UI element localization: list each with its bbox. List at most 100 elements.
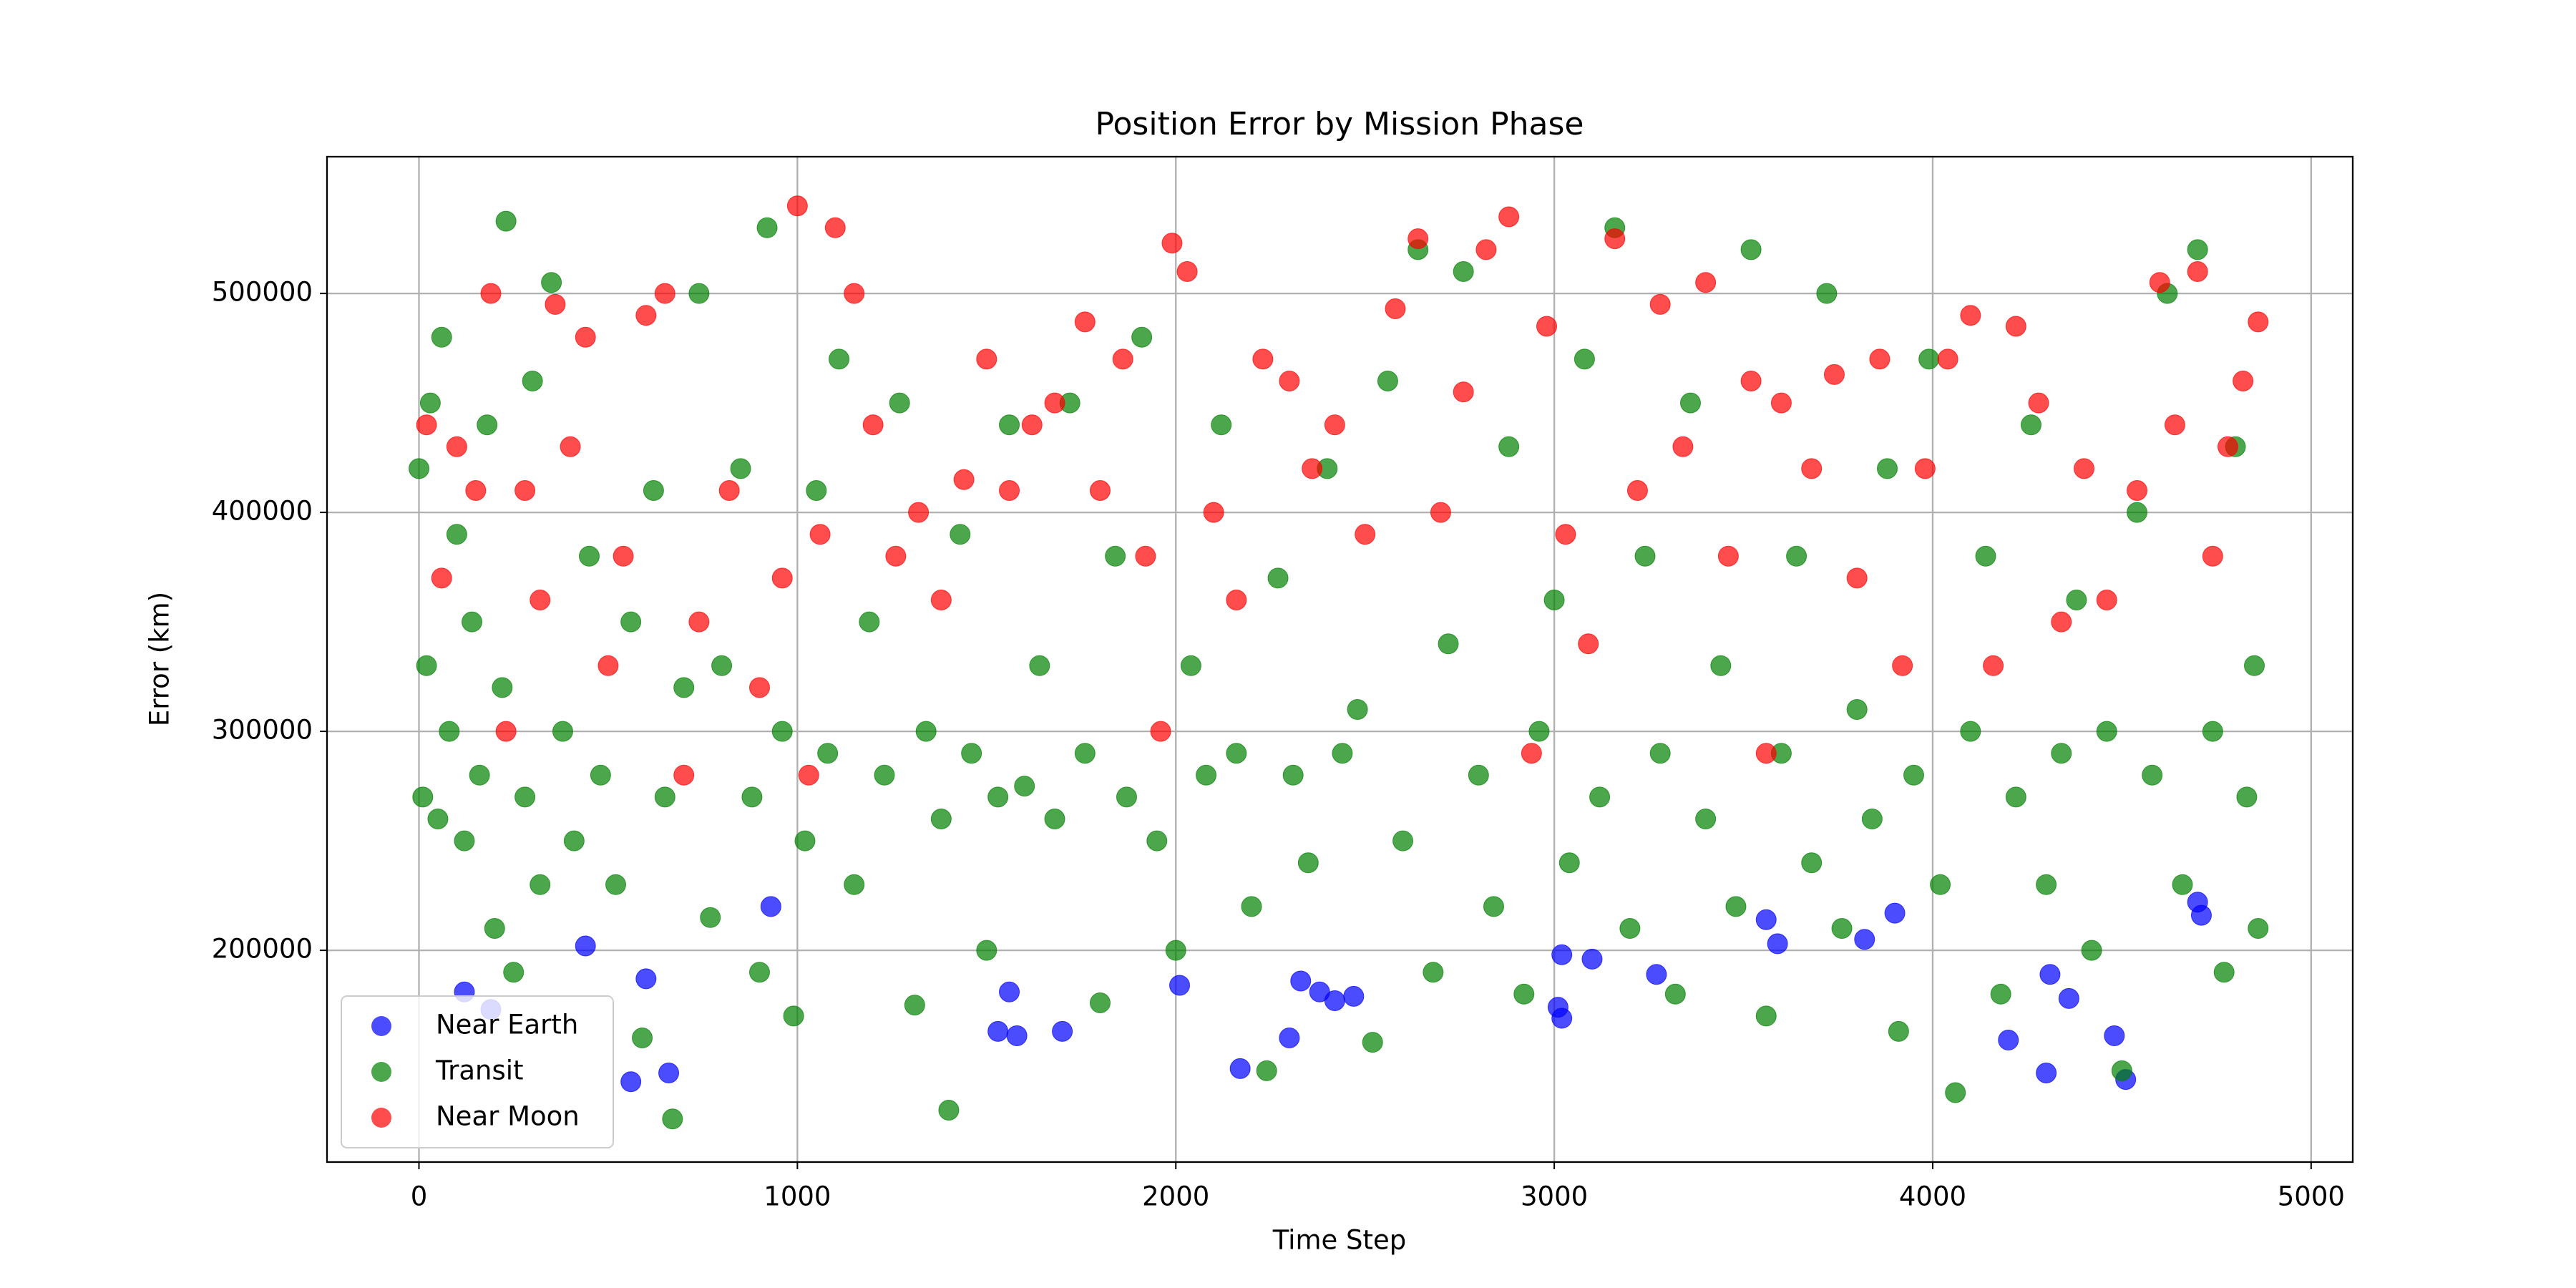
x-tick-label: 1000 bbox=[763, 1181, 831, 1212]
point bbox=[885, 545, 907, 567]
point bbox=[1578, 633, 1599, 655]
point bbox=[1089, 479, 1111, 501]
point bbox=[1975, 545, 1996, 567]
point bbox=[1105, 545, 1126, 567]
point bbox=[632, 1027, 653, 1048]
point bbox=[514, 479, 536, 501]
point bbox=[1914, 458, 1936, 479]
point bbox=[1649, 293, 1671, 315]
point bbox=[2051, 743, 2072, 764]
point bbox=[2248, 311, 2269, 333]
point bbox=[950, 524, 971, 545]
y-tick-label: 200000 bbox=[212, 934, 313, 965]
point bbox=[1998, 1030, 2019, 1051]
point bbox=[1029, 655, 1050, 676]
point bbox=[409, 458, 430, 479]
point bbox=[987, 786, 1009, 808]
point bbox=[480, 283, 502, 304]
point bbox=[2190, 904, 2212, 926]
point bbox=[1672, 436, 1694, 457]
point bbox=[613, 545, 634, 567]
point bbox=[431, 567, 452, 589]
point bbox=[2142, 764, 2163, 786]
point bbox=[477, 414, 498, 436]
point bbox=[1146, 830, 1168, 852]
point bbox=[908, 502, 930, 523]
point bbox=[590, 764, 611, 786]
point bbox=[1241, 896, 1262, 917]
point bbox=[575, 326, 596, 348]
point bbox=[658, 1062, 680, 1083]
point bbox=[1755, 743, 1777, 764]
point bbox=[1430, 502, 1451, 523]
point bbox=[1649, 743, 1671, 764]
point bbox=[446, 524, 467, 545]
point bbox=[1483, 896, 1504, 917]
legend-marker bbox=[371, 1108, 391, 1128]
point bbox=[1150, 721, 1171, 742]
point bbox=[688, 283, 710, 304]
point bbox=[1044, 392, 1065, 414]
point bbox=[416, 655, 437, 676]
point bbox=[1854, 929, 1875, 950]
point bbox=[976, 940, 997, 961]
point bbox=[1755, 1005, 1777, 1027]
point bbox=[783, 1005, 804, 1027]
point bbox=[1755, 909, 1777, 930]
point bbox=[794, 830, 816, 852]
point bbox=[1717, 545, 1739, 567]
point bbox=[2248, 917, 2269, 939]
legend-marker bbox=[371, 1062, 391, 1082]
point bbox=[930, 589, 952, 610]
point bbox=[2149, 272, 2170, 293]
point bbox=[1074, 311, 1096, 333]
point bbox=[439, 721, 460, 742]
point bbox=[1169, 975, 1191, 996]
point bbox=[1960, 721, 1981, 742]
point bbox=[462, 611, 483, 633]
point bbox=[2028, 392, 2049, 414]
point bbox=[1983, 655, 2004, 676]
legend-marker bbox=[371, 1016, 391, 1036]
point bbox=[953, 469, 975, 490]
legend-box bbox=[341, 995, 614, 1148]
point bbox=[1267, 567, 1289, 589]
point bbox=[741, 786, 763, 808]
point bbox=[2127, 502, 2148, 523]
point bbox=[2236, 786, 2258, 808]
point bbox=[748, 677, 770, 698]
point bbox=[2202, 721, 2223, 742]
point bbox=[1861, 808, 1883, 829]
point bbox=[1888, 1020, 1909, 1042]
point bbox=[688, 611, 710, 633]
point bbox=[673, 677, 695, 698]
point bbox=[938, 1099, 960, 1121]
point bbox=[1006, 1025, 1028, 1046]
point bbox=[522, 370, 543, 391]
point bbox=[1279, 1027, 1300, 1048]
point bbox=[1089, 992, 1111, 1014]
point bbox=[492, 677, 513, 698]
point bbox=[1196, 764, 1217, 786]
point bbox=[673, 764, 695, 786]
point bbox=[961, 743, 982, 764]
point bbox=[419, 392, 441, 414]
point bbox=[654, 283, 675, 304]
chart-title: Position Error by Mission Phase bbox=[1096, 106, 1584, 142]
point bbox=[700, 907, 721, 928]
point bbox=[2066, 589, 2087, 610]
point bbox=[1498, 206, 1520, 228]
point bbox=[1528, 721, 1550, 742]
point bbox=[1135, 545, 1156, 567]
point bbox=[2096, 589, 2117, 610]
point bbox=[579, 545, 600, 567]
y-tick-label: 400000 bbox=[212, 496, 313, 527]
point bbox=[1377, 370, 1398, 391]
point bbox=[1884, 902, 1906, 924]
point bbox=[2005, 316, 2026, 337]
point bbox=[2020, 414, 2041, 436]
y-tick-label: 500000 bbox=[212, 277, 313, 308]
point bbox=[1876, 458, 1898, 479]
point bbox=[427, 808, 449, 829]
point bbox=[748, 962, 770, 983]
